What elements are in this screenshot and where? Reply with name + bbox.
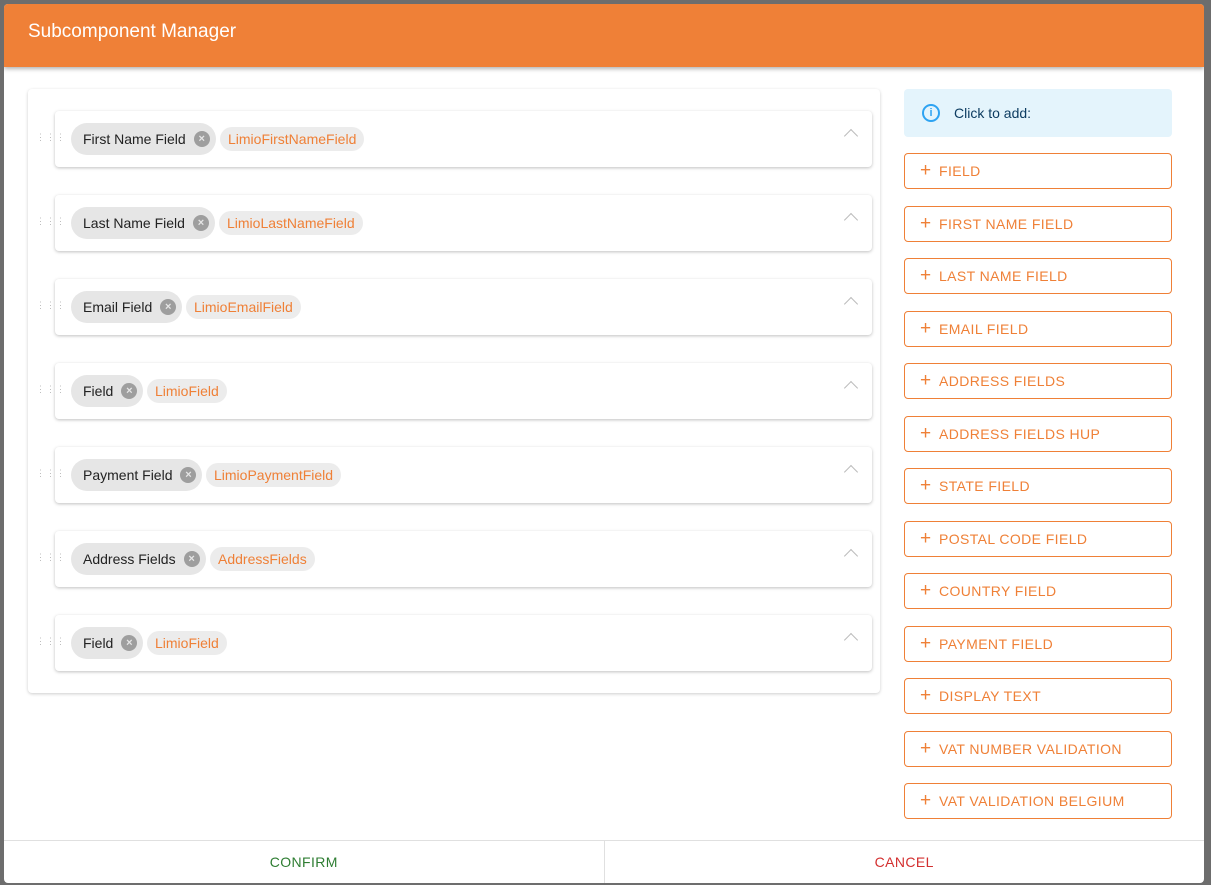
- remove-icon[interactable]: ×: [180, 467, 197, 483]
- add-button-label: VAT VALIDATION BELGIUM: [939, 793, 1125, 809]
- add-component-button[interactable]: + ADDRESS FIELDS: [904, 363, 1172, 399]
- remove-icon[interactable]: ×: [192, 215, 209, 231]
- component-item[interactable]: ⋮⋮⋮ Payment Field × LimioPaymentField: [36, 447, 872, 503]
- chevron-up-icon[interactable]: [843, 212, 859, 228]
- add-component-button[interactable]: + FIELD: [904, 153, 1172, 189]
- component-label-chip: Field ×: [71, 375, 144, 407]
- dialog-footer: CONFIRM CANCEL: [4, 840, 1204, 883]
- add-component-button[interactable]: + POSTAL CODE FIELD: [904, 520, 1172, 557]
- component-label: Last Name Field: [83, 215, 185, 231]
- remove-icon[interactable]: ×: [183, 551, 200, 567]
- component-label: Field: [83, 383, 114, 399]
- add-button-label: ADDRESS FIELDS HUP: [939, 425, 1101, 442]
- add-component-button[interactable]: + VAT NUMBER VALIDATION: [904, 730, 1172, 767]
- plus-icon: +: [920, 685, 932, 706]
- drag-handle-icon[interactable]: ⋮⋮⋮: [36, 468, 66, 478]
- dialog-title: Subcomponent Manager: [4, 4, 1204, 67]
- component-label-chip: Email Field ×: [71, 291, 183, 323]
- plus-icon: +: [920, 475, 932, 496]
- remove-icon[interactable]: ×: [160, 299, 177, 315]
- component-label: Address Fields: [83, 551, 176, 567]
- remove-icon[interactable]: ×: [193, 131, 210, 147]
- plus-icon: +: [920, 317, 932, 339]
- component-item[interactable]: ⋮⋮⋮ Email Field × LimioEmailField: [36, 279, 872, 335]
- add-button-label: ADDRESS FIELDS: [939, 373, 1066, 389]
- add-button-label: FIRST NAME FIELD: [939, 215, 1074, 232]
- remove-icon[interactable]: ×: [121, 635, 138, 651]
- plus-icon: +: [920, 370, 932, 391]
- chevron-up-icon[interactable]: [843, 128, 859, 144]
- add-component-button[interactable]: + ADDRESS FIELDS HUP: [904, 415, 1172, 452]
- component-type-chip: LimioField: [147, 379, 227, 403]
- add-component-button[interactable]: + COUNTRY FIELD: [904, 573, 1172, 609]
- drag-handle-icon[interactable]: ⋮⋮⋮: [36, 132, 66, 142]
- add-button-label: VAT NUMBER VALIDATION: [939, 740, 1122, 757]
- chevron-up-icon[interactable]: [843, 548, 859, 564]
- chevron-up-icon[interactable]: [843, 296, 859, 312]
- component-item[interactable]: ⋮⋮⋮ Last Name Field × LimioLastNameField: [36, 195, 872, 251]
- chevron-up-icon[interactable]: [843, 464, 859, 480]
- add-button-label: EMAIL FIELD: [939, 320, 1029, 337]
- drag-handle-icon[interactable]: ⋮⋮⋮: [36, 300, 66, 310]
- plus-icon: +: [920, 527, 932, 549]
- chevron-up-icon[interactable]: [843, 380, 859, 396]
- add-button-label: POSTAL CODE FIELD: [939, 530, 1088, 547]
- plus-icon: +: [920, 160, 932, 181]
- info-banner: i Click to add:: [904, 89, 1172, 137]
- plus-icon: +: [920, 790, 932, 811]
- component-item[interactable]: ⋮⋮⋮ First Name Field × LimioFirstNameFiel…: [36, 111, 872, 167]
- component-label-chip: Field ×: [71, 627, 144, 659]
- add-component-button[interactable]: + FIRST NAME FIELD: [904, 205, 1172, 242]
- add-component-button[interactable]: + VAT VALIDATION BELGIUM: [904, 783, 1172, 819]
- add-button-label: STATE FIELD: [939, 478, 1031, 494]
- component-item[interactable]: ⋮⋮⋮ Field × LimioField: [36, 363, 872, 419]
- add-component-button[interactable]: + DISPLAY TEXT: [904, 678, 1172, 714]
- add-button-label: FIELD: [939, 163, 981, 179]
- component-type-chip: LimioFirstNameField: [220, 127, 365, 151]
- component-item[interactable]: ⋮⋮⋮ Address Fields × AddressFields: [36, 531, 872, 587]
- component-label-chip: Payment Field ×: [71, 459, 203, 491]
- plus-icon: +: [920, 422, 932, 444]
- chevron-up-icon[interactable]: [843, 632, 859, 648]
- subcomponent-manager-dialog: Subcomponent Manager ⋮⋮⋮ First Name Fiel…: [4, 4, 1204, 883]
- remove-icon[interactable]: ×: [121, 383, 138, 399]
- component-type-chip: LimioLastNameField: [219, 211, 363, 235]
- plus-icon: +: [920, 580, 932, 601]
- add-button-label: DISPLAY TEXT: [939, 688, 1042, 704]
- add-component-button[interactable]: + STATE FIELD: [904, 468, 1172, 504]
- component-label: Payment Field: [83, 467, 173, 483]
- cancel-button[interactable]: CANCEL: [874, 854, 934, 870]
- component-type-chip: LimioPaymentField: [206, 463, 342, 487]
- plus-icon: +: [920, 632, 932, 654]
- plus-icon: +: [920, 212, 932, 234]
- component-label-chip: First Name Field ×: [71, 123, 216, 155]
- component-list: ⋮⋮⋮ First Name Field × LimioFirstNameFiel…: [28, 89, 880, 693]
- add-button-label: LAST NAME FIELD: [939, 268, 1068, 284]
- plus-icon: +: [920, 737, 932, 759]
- add-button-label: COUNTRY FIELD: [939, 583, 1057, 599]
- plus-icon: +: [920, 265, 932, 286]
- info-text: Click to add:: [954, 105, 1032, 121]
- drag-handle-icon[interactable]: ⋮⋮⋮: [36, 216, 66, 226]
- component-label: Email Field: [83, 299, 153, 315]
- component-item[interactable]: ⋮⋮⋮ Field × LimioField: [36, 615, 872, 671]
- drag-handle-icon[interactable]: ⋮⋮⋮: [36, 552, 66, 562]
- component-type-chip: LimioField: [147, 631, 227, 655]
- component-label-chip: Address Fields ×: [71, 543, 206, 575]
- drag-handle-icon[interactable]: ⋮⋮⋮: [36, 384, 66, 394]
- info-icon: i: [922, 104, 940, 122]
- component-type-chip: LimioEmailField: [186, 295, 301, 319]
- component-type-chip: AddressFields: [210, 547, 315, 571]
- component-label: First Name Field: [83, 131, 186, 147]
- component-label: Field: [83, 635, 114, 651]
- confirm-button[interactable]: CONFIRM: [4, 841, 605, 883]
- component-label-chip: Last Name Field ×: [71, 207, 215, 239]
- add-button-label: PAYMENT FIELD: [939, 635, 1054, 652]
- drag-handle-icon[interactable]: ⋮⋮⋮: [36, 636, 66, 646]
- add-component-button[interactable]: + PAYMENT FIELD: [904, 625, 1172, 662]
- add-component-button[interactable]: + EMAIL FIELD: [904, 310, 1172, 347]
- add-component-button[interactable]: + LAST NAME FIELD: [904, 258, 1172, 294]
